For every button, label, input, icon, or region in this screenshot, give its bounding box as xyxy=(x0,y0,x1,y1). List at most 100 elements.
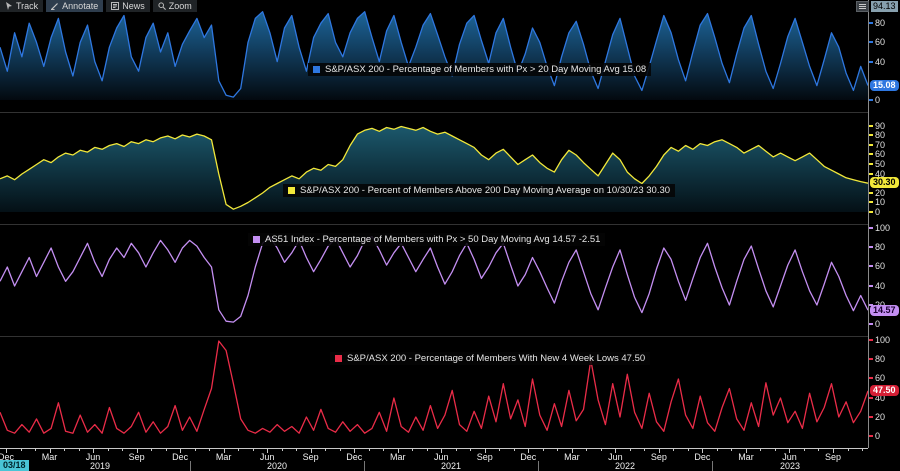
axis-tick: 20 xyxy=(869,412,885,422)
time-axis-tick xyxy=(267,449,269,453)
year-divider xyxy=(190,461,191,471)
time-axis-tick xyxy=(325,449,327,451)
month-label: Mar xyxy=(564,452,580,462)
axis-tick: 80 xyxy=(869,242,885,252)
right-value-axis: 0 40 60 80 15.08 94.13 0 10 20 40 50 60 70 80 90 30.30 0… xyxy=(868,0,900,448)
month-label: Dec xyxy=(694,452,711,462)
time-axis-tick xyxy=(586,449,588,451)
axis-tick: 70 xyxy=(869,140,885,150)
axis-tick: 80 xyxy=(869,354,885,364)
time-axis-tick xyxy=(629,449,631,451)
legend-pct-above-20dma[interactable]: S&P/ASX 200 - Percentage of Members with… xyxy=(308,63,652,76)
last-value-badge: 30.30 xyxy=(870,177,899,189)
legend-text: S&P/ASX 200 - Percent of Members Above 2… xyxy=(300,185,671,196)
panel-new-4wk-lows[interactable]: S&P/ASX 200 - Percentage of Members With… xyxy=(0,336,868,448)
axis-tick: 10 xyxy=(869,197,885,207)
time-axis-tick xyxy=(470,449,472,451)
panel-pct-above-50dma[interactable]: AS51 Index - Percentage of Members with … xyxy=(0,224,868,336)
last-value-badge: 47.50 xyxy=(870,384,899,396)
time-axis-tick xyxy=(151,449,153,451)
month-label: Jun xyxy=(85,452,101,462)
axis-tick: 0 xyxy=(869,95,880,105)
time-axis-tick xyxy=(49,449,51,453)
time-axis-tick xyxy=(673,449,675,451)
axis-tick: 100 xyxy=(869,223,890,233)
time-axis-tick xyxy=(78,449,80,451)
year-label: 2019 xyxy=(89,461,111,471)
month-label: Mar xyxy=(41,452,58,462)
zoom-button-label: Zoom xyxy=(168,1,192,11)
month-label: Sep xyxy=(650,452,667,462)
axis-settings-icon[interactable] xyxy=(856,1,869,12)
zoom-button[interactable]: Zoom xyxy=(152,0,197,12)
time-axis-tick xyxy=(209,449,211,451)
news-button[interactable]: News xyxy=(106,0,150,12)
time-axis-tick xyxy=(833,449,834,453)
annotate-button[interactable]: Annotate xyxy=(46,0,104,12)
year-label: 2020 xyxy=(266,461,288,471)
time-axis-tick xyxy=(397,449,399,453)
time-axis-tick xyxy=(571,449,573,453)
axis-tick: 40 xyxy=(869,393,885,403)
time-axis-tick xyxy=(93,449,95,453)
axis-tick: 80 xyxy=(869,130,885,140)
month-label: Dec xyxy=(346,452,363,462)
time-axis-tick xyxy=(528,449,530,453)
time-axis-tick xyxy=(760,449,762,451)
month-label: Jun xyxy=(608,452,623,462)
time-axis-tick xyxy=(136,449,138,453)
panel-pct-above-200dma[interactable]: S&P/ASX 200 - Percent of Members Above 2… xyxy=(0,112,868,224)
annotate-pencil-icon xyxy=(51,2,59,10)
year-label: 2022 xyxy=(614,461,636,471)
year-divider xyxy=(712,461,713,471)
time-axis-tick xyxy=(847,449,849,451)
legend-swatch-blue xyxy=(313,66,320,73)
chart-toolbar: Track Annotate News Zoom xyxy=(0,0,197,12)
axis-max-value-label: 94.13 xyxy=(871,1,898,12)
track-button[interactable]: Track xyxy=(0,0,44,12)
time-axis-tick xyxy=(789,449,791,453)
time-axis-tick xyxy=(513,449,515,451)
time-axis-tick xyxy=(542,449,544,451)
month-label: Sep xyxy=(128,452,145,462)
month-label: Dec xyxy=(0,452,15,462)
axis-tick: 0 xyxy=(869,207,880,217)
time-axis-tick xyxy=(194,449,196,451)
legend-pct-above-200dma[interactable]: S&P/ASX 200 - Percent of Members Above 2… xyxy=(283,184,676,197)
time-axis-tick xyxy=(600,449,602,451)
time-axis-tick xyxy=(818,449,820,451)
time-axis-tick xyxy=(774,449,776,451)
time-axis-tick xyxy=(658,449,660,453)
axis-tick: 60 xyxy=(869,373,885,383)
time-axis-tick xyxy=(484,449,486,453)
track-cursor-icon xyxy=(5,2,13,10)
chart-plot-area: S&P/ASX 200 - Percentage of Members with… xyxy=(0,0,868,448)
month-label: Dec xyxy=(520,452,537,462)
time-axis-tick xyxy=(6,449,7,453)
last-value-badge: 14.57 xyxy=(870,304,899,316)
time-axis-tick xyxy=(745,449,747,453)
axis-tick: 0 xyxy=(869,319,880,329)
legend-pct-above-50dma[interactable]: AS51 Index - Percentage of Members with … xyxy=(248,233,606,246)
axis-tick: 100 xyxy=(869,335,890,345)
panel-pct-above-20dma[interactable]: S&P/ASX 200 - Percentage of Members with… xyxy=(0,0,868,112)
legend-swatch-red xyxy=(335,355,342,362)
time-axis-tick xyxy=(383,449,385,451)
time-axis-tick xyxy=(368,449,370,451)
axis-tick: 90 xyxy=(869,121,885,131)
time-axis-tick xyxy=(499,449,501,451)
axis-tick: 60 xyxy=(869,149,885,159)
annotate-button-label: Annotate xyxy=(62,1,99,11)
axis-tick: 80 xyxy=(869,18,885,28)
axis-tick: 20 xyxy=(869,188,885,198)
time-axis-tick xyxy=(252,449,254,451)
time-axis: 03/18 Dec Mar Jun Sep Dec Mar Jun Sep Dec Mar Jun S… xyxy=(0,448,868,471)
legend-swatch-purple xyxy=(253,236,260,243)
time-axis-tick xyxy=(296,449,298,451)
time-axis-tick xyxy=(557,449,559,451)
month-label: Mar xyxy=(215,452,232,462)
month-label: Sep xyxy=(302,452,319,462)
track-button-label: Track xyxy=(16,1,39,11)
legend-new-4wk-lows[interactable]: S&P/ASX 200 - Percentage of Members With… xyxy=(330,352,651,365)
